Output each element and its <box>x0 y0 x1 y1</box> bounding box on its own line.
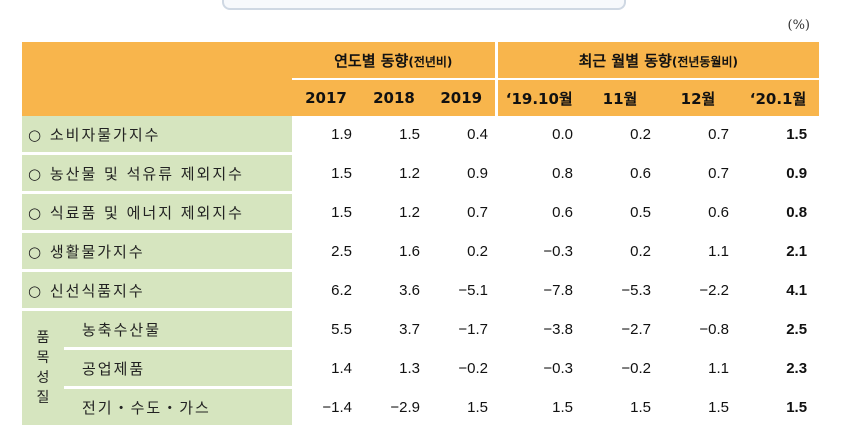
cell-value-latest: 0.8 <box>737 192 820 233</box>
cell-value: −5.3 <box>581 270 660 311</box>
column-header: 2017 <box>292 79 360 116</box>
table-row: ○ 식료품 및 에너지 제외지수 1.5 1.2 0.7 0.6 0.5 0.6… <box>22 192 820 233</box>
cell-value: 1.1 <box>659 231 738 272</box>
cell-value: 2.5 <box>292 231 360 272</box>
column-header: 12월 <box>659 79 738 116</box>
row-label: ○ 생활물가지수 <box>22 231 292 272</box>
cell-value-latest: 2.3 <box>737 348 820 389</box>
cell-value: 0.6 <box>659 192 738 233</box>
cell-value: −0.2 <box>581 348 660 389</box>
row-label: 공업제품 <box>64 348 292 389</box>
cell-value: 6.2 <box>292 270 360 311</box>
cell-value: −2.2 <box>659 270 738 311</box>
column-header: 11월 <box>581 79 660 116</box>
cell-value: 1.4 <box>292 348 360 389</box>
cell-value: 0.2 <box>581 116 660 155</box>
column-header: ‘20.1월 <box>737 79 820 116</box>
row-label: ○ 신선식품지수 <box>22 270 292 311</box>
price-index-table: 연도별 동향(전년비) 최근 월별 동향(전년동월비) 2017 2018 20… <box>22 42 820 428</box>
header-yearly-group: 연도별 동향(전년비) <box>292 42 497 80</box>
cell-value-latest: 2.1 <box>737 231 820 272</box>
cell-value: 1.5 <box>360 116 428 155</box>
table-row: ○ 생활물가지수 2.5 1.6 0.2 −0.3 0.2 1.1 2.1 <box>22 231 820 272</box>
cell-value: −5.1 <box>428 270 497 311</box>
column-header: ‘19.10월 <box>494 79 582 116</box>
group-label-char: 목 <box>36 350 50 366</box>
cell-value: 3.7 <box>360 309 428 350</box>
cell-value: 0.7 <box>659 116 738 155</box>
cell-value: 5.5 <box>292 309 360 350</box>
cell-value: 0.9 <box>428 153 497 194</box>
table-row: 품 목 성 질 농축수산물 5.5 3.7 −1.7 −3.8 −2.7 −0.… <box>22 309 820 428</box>
cell-value: 0.2 <box>428 231 497 272</box>
header-corner <box>22 42 292 116</box>
table-row: ○ 소비자물가지수 1.9 1.5 0.4 0.0 0.2 0.7 1.5 <box>22 116 820 155</box>
table-row: 공업제품 1.4 1.3 −0.2 −0.3 −0.2 1.1 2.3 <box>22 348 820 389</box>
cell-value: −7.8 <box>496 270 582 311</box>
cell-value: 0.7 <box>428 192 497 233</box>
header-monthly-note: (전년동월비) <box>671 54 738 69</box>
cell-value: 0.4 <box>428 116 497 155</box>
table-row: ○ 농산물 및 석유류 제외지수 1.5 1.2 0.9 0.8 0.6 0.7… <box>22 153 820 194</box>
header-yearly-label: 연도별 동향 <box>334 51 409 70</box>
cell-value-latest: 0.9 <box>737 153 820 194</box>
title-box-edge <box>222 0 626 10</box>
cell-value: 1.1 <box>659 348 738 389</box>
cell-value: 1.2 <box>360 153 428 194</box>
row-label: ○ 소비자물가지수 <box>22 116 292 155</box>
cell-value: 1.5 <box>292 192 360 233</box>
cell-value: 0.2 <box>581 231 660 272</box>
cell-value: 1.6 <box>360 231 428 272</box>
cell-value: 1.5 <box>292 153 360 194</box>
cell-value: 1.2 <box>360 192 428 233</box>
cell-value: 0.7 <box>659 153 738 194</box>
header-monthly-label: 최근 월별 동향 <box>578 51 672 70</box>
cell-value: −0.2 <box>428 348 497 389</box>
row-label: 농축수산물 <box>64 309 292 350</box>
cell-value: 0.0 <box>496 116 582 155</box>
unit-label: (%) <box>787 18 811 33</box>
cell-value: 1.3 <box>360 348 428 389</box>
group-label: 품 목 성 질 <box>22 309 64 428</box>
cell-value: 0.8 <box>496 153 582 194</box>
cell-value: −0.3 <box>496 348 582 389</box>
cell-value-latest: 4.1 <box>737 270 820 311</box>
cell-value: 3.6 <box>360 270 428 311</box>
cell-value: −3.8 <box>496 309 582 350</box>
cell-value: −0.3 <box>496 231 582 272</box>
cell-value: 0.5 <box>581 192 660 233</box>
row-label: ○ 식료품 및 에너지 제외지수 <box>22 192 292 233</box>
row-label: ○ 농산물 및 석유류 제외지수 <box>22 153 292 194</box>
group-label-char: 성 <box>36 370 50 386</box>
cell-value: 1.9 <box>292 116 360 155</box>
group-label-char: 질 <box>36 390 50 406</box>
column-header: 2019 <box>428 79 497 116</box>
column-header: 2018 <box>360 79 428 116</box>
cell-value: −0.8 <box>659 309 738 350</box>
cell-value: −1.7 <box>428 309 497 350</box>
cell-value: −2.7 <box>581 309 660 350</box>
group-label-char: 품 <box>36 330 50 346</box>
table-row: ○ 신선식품지수 6.2 3.6 −5.1 −7.8 −5.3 −2.2 4.1 <box>22 270 820 311</box>
cell-value: 0.6 <box>581 153 660 194</box>
cell-value-latest: 2.5 <box>737 309 820 350</box>
cell-value-latest: 1.5 <box>737 116 820 155</box>
cell-value: 0.6 <box>496 192 582 233</box>
header-yearly-note: (전년비) <box>408 54 453 69</box>
header-monthly-group: 최근 월별 동향(전년동월비) <box>494 42 820 80</box>
